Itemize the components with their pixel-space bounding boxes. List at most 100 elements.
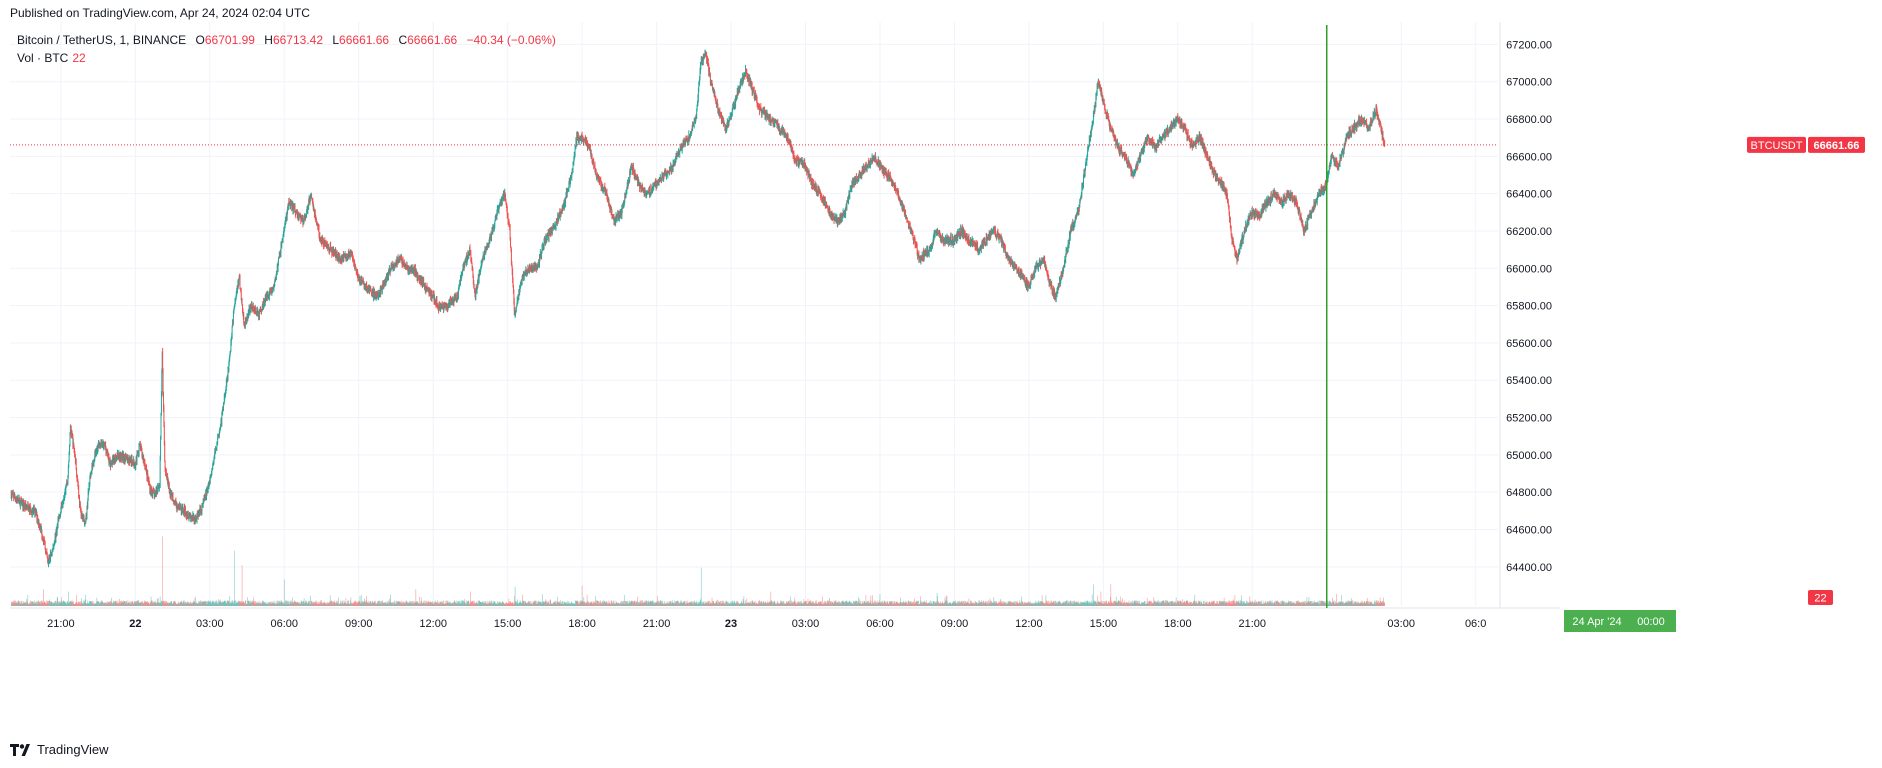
volume-bar <box>1304 600 1306 606</box>
volume-bar <box>178 603 179 606</box>
volume-bar <box>400 603 402 606</box>
volume-bar <box>738 603 740 606</box>
volume-bar <box>53 603 54 606</box>
volume-bar <box>52 603 53 606</box>
volume-bar <box>1071 604 1073 606</box>
volume-bar <box>1172 601 1174 606</box>
volume-bar <box>727 601 729 606</box>
volume-bar <box>1107 600 1109 606</box>
volume-bar <box>1221 601 1223 606</box>
volume-bar <box>1311 603 1312 606</box>
candle-body <box>185 509 186 515</box>
volume-bar <box>1158 603 1160 606</box>
volume-bar <box>930 603 932 606</box>
volume-bar <box>322 603 324 606</box>
volume-bar <box>164 603 166 606</box>
volume-bar <box>483 603 485 606</box>
volume-bar <box>961 601 962 606</box>
volume-bar <box>1062 602 1063 606</box>
volume-bar <box>139 603 140 606</box>
volume-bar <box>236 601 238 606</box>
volume-bar <box>1193 600 1195 606</box>
volume-bar <box>806 601 808 606</box>
volume-bar <box>484 602 486 606</box>
volume-bar <box>976 602 978 606</box>
candle-body <box>161 371 163 394</box>
volume-bar <box>961 600 963 606</box>
volume-bar <box>1108 601 1110 606</box>
volume-bar <box>550 603 552 606</box>
volume-bar <box>1318 604 1319 606</box>
volume-bar <box>1064 601 1066 606</box>
volume-bar <box>1207 603 1209 606</box>
volume-bar <box>295 602 297 606</box>
volume-bar <box>216 603 218 606</box>
volume-bar <box>1087 600 1088 606</box>
volume-bar <box>480 601 482 606</box>
volume-bar <box>434 603 436 606</box>
volume-bar <box>618 604 620 606</box>
volume-bar <box>979 600 981 606</box>
volume-bar <box>511 603 512 606</box>
volume-bar <box>412 603 414 606</box>
volume-bar <box>439 603 440 606</box>
volume-bar <box>656 603 657 606</box>
volume-bar <box>1290 601 1292 606</box>
volume-bar <box>698 601 700 606</box>
volume-bar <box>90 600 92 606</box>
volume-bar <box>239 601 241 606</box>
volume-bar <box>1354 600 1356 606</box>
volume-bar <box>1182 602 1184 606</box>
candle-body <box>257 309 259 315</box>
volume-bar <box>108 602 109 606</box>
volume-bar <box>350 597 352 606</box>
volume-bar <box>1070 600 1072 606</box>
volume-bar <box>1205 603 1206 606</box>
volume-bar <box>859 603 861 606</box>
volume-bar <box>221 603 223 606</box>
volume-bar <box>142 601 143 606</box>
volume-bar <box>734 600 736 606</box>
volume-bar <box>1114 601 1116 606</box>
volume-bar <box>640 600 641 606</box>
volume-bar <box>962 603 964 606</box>
volume-bar <box>1294 603 1295 606</box>
volume-bar <box>560 603 562 606</box>
volume-bar <box>107 603 109 606</box>
volume-bar <box>18 600 20 606</box>
volume-bar <box>650 601 651 606</box>
volume-bar <box>1025 602 1027 606</box>
volume-bar <box>469 602 470 606</box>
volume-bar <box>471 602 473 606</box>
volume-bar <box>223 601 225 606</box>
volume-bar <box>594 602 596 606</box>
volume-bar <box>1342 602 1344 606</box>
volume-bar <box>1278 602 1280 606</box>
volume-bar <box>566 602 567 606</box>
volume-bar <box>120 601 121 606</box>
volume-bar <box>909 602 911 606</box>
volume-bar <box>19 601 21 606</box>
volume-bar <box>454 603 456 606</box>
candle-body <box>201 505 203 511</box>
volume-bar <box>816 603 818 606</box>
volume-bar <box>353 603 355 606</box>
volume-bar <box>254 600 256 606</box>
volume-bar <box>436 603 438 606</box>
volume-bar <box>530 601 531 606</box>
volume-bar <box>1328 603 1330 606</box>
volume-bar <box>321 599 322 606</box>
volume-bar <box>286 603 288 606</box>
volume-bar <box>1289 602 1291 606</box>
volume-bar <box>1270 600 1271 606</box>
volume-bar <box>1375 602 1376 606</box>
volume-bar <box>570 604 572 606</box>
volume-bar <box>544 601 546 606</box>
volume-bar <box>447 600 449 606</box>
volume-bar <box>246 604 247 606</box>
volume-bar <box>424 602 425 606</box>
volume-bar <box>750 603 752 606</box>
volume-bar <box>977 603 979 606</box>
volume-bar <box>1243 601 1245 606</box>
